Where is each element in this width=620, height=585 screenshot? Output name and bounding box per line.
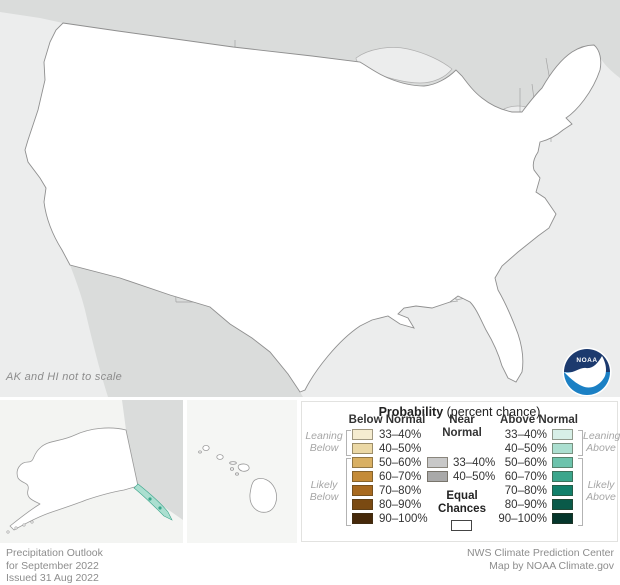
above-label: 70–80% (504, 485, 547, 497)
aleutian-islands (6, 520, 34, 534)
ak-canada-land (122, 400, 183, 520)
alaska-inset (0, 400, 183, 543)
leaning-above-label: Leaning Above (583, 430, 620, 454)
probability-legend: Probability (percent chance) Below Norma… (301, 401, 620, 542)
above-label: 50–60% (504, 457, 547, 469)
footer-line: Precipitation Outlook (6, 547, 103, 559)
leaning-below-bracket (346, 430, 351, 456)
footer-credit: NWS Climate Prediction Center Map by NOA… (467, 547, 614, 572)
above-swatch-40-50 (552, 443, 573, 454)
ak-panhandle-dot (158, 506, 162, 510)
equal-chances-swatch (451, 520, 472, 531)
above-swatch-90-100 (552, 513, 573, 524)
above-label: 40–50% (504, 443, 547, 455)
below-label: 40–50% (379, 443, 422, 455)
likely-below-bracket (346, 458, 351, 526)
near-swatch-33-40 (427, 457, 448, 468)
mexico-landmass (70, 265, 303, 397)
hawaiian-islands (198, 445, 277, 513)
above-swatch-50-60 (552, 457, 573, 468)
above-label: 90–100% (498, 513, 547, 525)
canada-landmass (0, 0, 620, 112)
near-label: 40–50% (453, 471, 496, 483)
below-swatch-40-50 (352, 443, 373, 454)
below-swatch-60-70 (352, 471, 373, 482)
below-label: 70–80% (379, 485, 422, 497)
footer-line: Issued 31 Aug 2022 (6, 572, 99, 584)
below-swatch-90-100 (352, 513, 373, 524)
alaska-shape (9, 427, 139, 531)
hi-inset-background (187, 400, 297, 543)
above-swatch-80-90 (552, 499, 573, 510)
hawaii-inset (187, 400, 297, 543)
footer: Precipitation Outlook for September 2022… (0, 545, 620, 585)
below-label: 60–70% (379, 471, 422, 483)
above-label: 80–90% (504, 499, 547, 511)
near-swatch-40-50 (427, 471, 448, 482)
below-swatch-80-90 (352, 499, 373, 510)
footer-line: for September 2022 (6, 559, 99, 572)
below-label: 50–60% (379, 457, 422, 469)
above-label: 60–70% (504, 471, 547, 483)
noaa-logo: NOAA (562, 347, 612, 397)
logo-bird-swoosh (564, 356, 606, 388)
below-label: 90–100% (379, 513, 428, 525)
likely-above-label: Likely Above (586, 479, 616, 503)
equal-chances-label: Equal Chances (438, 490, 486, 515)
map-scale-note: AK and HI not to scale (6, 371, 123, 383)
leaning-above-bracket (578, 430, 583, 456)
above-swatch-60-70 (552, 471, 573, 482)
ak-panhandle-dot (148, 497, 152, 501)
below-swatch-70-80 (352, 485, 373, 496)
near-label: 33–40% (453, 457, 496, 469)
footer-line: Map by NOAA Climate.gov (489, 559, 614, 572)
footer-issue-info: Precipitation Outlook for September 2022… (6, 547, 103, 585)
below-swatch-50-60 (352, 457, 373, 468)
above-normal-header: Above Normal (500, 414, 578, 426)
above-swatch-70-80 (552, 485, 573, 496)
above-swatch-33-40 (552, 429, 573, 440)
likely-below-label: Likely Below (309, 479, 339, 503)
leaning-below-label: Leaning Below (305, 430, 343, 454)
ak-panhandle-above-band (133, 483, 173, 521)
near-normal-header: Near Normal (442, 414, 482, 439)
above-label: 33–40% (504, 429, 547, 441)
below-swatch-33-40 (352, 429, 373, 440)
footer-line: NWS Climate Prediction Center (466, 547, 614, 559)
conus-precipitation-map (0, 0, 620, 397)
legend-title: Probability (percent chance) (378, 405, 541, 419)
logo-text: NOAA (576, 357, 597, 364)
below-label: 33–40% (379, 429, 422, 441)
below-label: 80–90% (379, 499, 422, 511)
likely-above-bracket (578, 458, 583, 526)
below-normal-header: Below Normal (348, 414, 426, 426)
